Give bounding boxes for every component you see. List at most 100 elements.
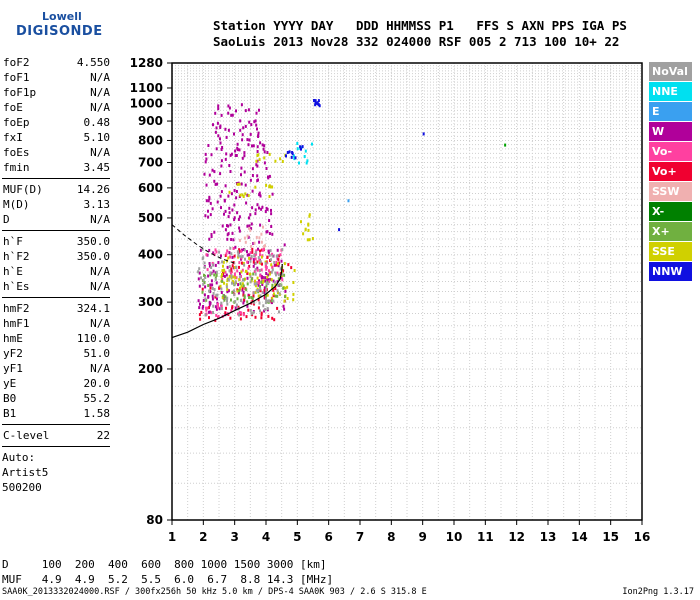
param-label: M(D)	[3, 198, 30, 211]
echo-point	[271, 283, 274, 287]
echo-point	[204, 313, 207, 317]
echo-point	[207, 295, 210, 298]
param-value: N/A	[90, 265, 110, 278]
echo-point	[235, 154, 238, 157]
param-row: foF2 4.550	[2, 55, 110, 70]
echo-point	[274, 271, 277, 275]
echo-point	[219, 194, 222, 198]
echo-point	[220, 287, 223, 291]
echo-point	[282, 304, 285, 308]
echo-point	[224, 254, 227, 257]
echo-point	[239, 128, 242, 132]
echo-point	[214, 111, 217, 115]
echo-point	[249, 273, 252, 277]
echo-point	[246, 253, 249, 257]
echo-point	[261, 143, 264, 147]
echo-point	[214, 130, 217, 134]
param-value: 51.0	[83, 347, 111, 360]
echo-point	[273, 261, 276, 264]
echo-point	[217, 107, 220, 111]
echo-point	[233, 254, 236, 258]
x-axis-tick-label: 6	[324, 530, 332, 544]
echo-point	[242, 126, 245, 130]
param-row: foEs N/A	[2, 145, 110, 160]
echo-point	[249, 178, 252, 182]
echo-point	[268, 272, 271, 276]
echo-point	[201, 306, 204, 310]
echo-point	[238, 265, 240, 269]
echo-point	[221, 269, 224, 273]
echo-point	[255, 123, 258, 127]
echo-point	[254, 290, 257, 294]
echo-point	[266, 207, 269, 211]
param-value: 3.13	[83, 198, 111, 211]
echo-point	[197, 299, 200, 303]
echo-point	[240, 166, 243, 170]
echo-point	[283, 299, 286, 303]
echo-point	[207, 144, 210, 147]
echo-point	[275, 254, 278, 258]
param-value: N/A	[90, 71, 110, 84]
electron-density-profile	[171, 263, 283, 339]
echo-point	[243, 248, 246, 252]
echo-point	[225, 285, 228, 289]
echo-point	[227, 232, 230, 236]
echo-point	[278, 292, 281, 296]
echo-point	[221, 146, 224, 149]
echo-point	[218, 250, 221, 254]
echo-point	[229, 223, 232, 227]
echo-point	[211, 261, 214, 265]
echo-point	[238, 289, 241, 292]
echo-point	[255, 252, 258, 256]
echo-point	[279, 253, 282, 257]
echo-point	[204, 285, 207, 289]
echo-point	[236, 269, 239, 273]
echo-point	[209, 271, 212, 275]
isolated-echo-point	[347, 199, 350, 203]
echo-point	[253, 282, 256, 286]
echo-point	[267, 299, 269, 303]
echo-point	[271, 265, 274, 269]
echo-point	[259, 260, 262, 264]
param-row: M(D) 3.13	[2, 197, 110, 212]
echo-point	[254, 208, 257, 212]
echo-point	[246, 260, 249, 264]
echo-point	[206, 306, 209, 310]
echo-point	[266, 151, 269, 154]
echo-point	[257, 131, 260, 135]
echo-point	[198, 267, 201, 271]
echo-point	[233, 216, 236, 220]
echo-point	[214, 248, 217, 252]
echo-point	[198, 306, 201, 310]
echo-point	[205, 308, 208, 312]
echo-point	[238, 278, 241, 282]
param-label: h`E	[3, 265, 23, 278]
echo-point	[264, 265, 267, 268]
echo-point	[226, 302, 229, 306]
echo-point	[208, 306, 210, 310]
echo-point	[263, 245, 266, 248]
echo-point	[230, 298, 232, 302]
echo-point	[213, 230, 216, 234]
echo-point	[256, 276, 259, 280]
y-axis-tick-label: 700	[138, 155, 163, 169]
logo-line2: DIGISONDE	[16, 24, 103, 39]
echo-point	[264, 279, 266, 283]
echo-point	[227, 256, 230, 260]
echo-point	[308, 213, 311, 217]
echo-point	[201, 247, 204, 251]
echo-point	[228, 190, 231, 194]
echo-point	[306, 238, 309, 242]
echo-point	[234, 280, 237, 284]
param-label: h`Es	[3, 280, 30, 293]
echo-point	[261, 262, 263, 266]
echo-point	[258, 279, 260, 283]
echo-point	[226, 237, 229, 241]
echo-point	[226, 224, 228, 228]
echo-point	[236, 211, 239, 215]
echo-point	[244, 240, 247, 244]
echo-point	[222, 294, 225, 298]
echo-point	[263, 288, 266, 292]
echo-point	[237, 305, 240, 309]
echo-point	[230, 252, 233, 256]
